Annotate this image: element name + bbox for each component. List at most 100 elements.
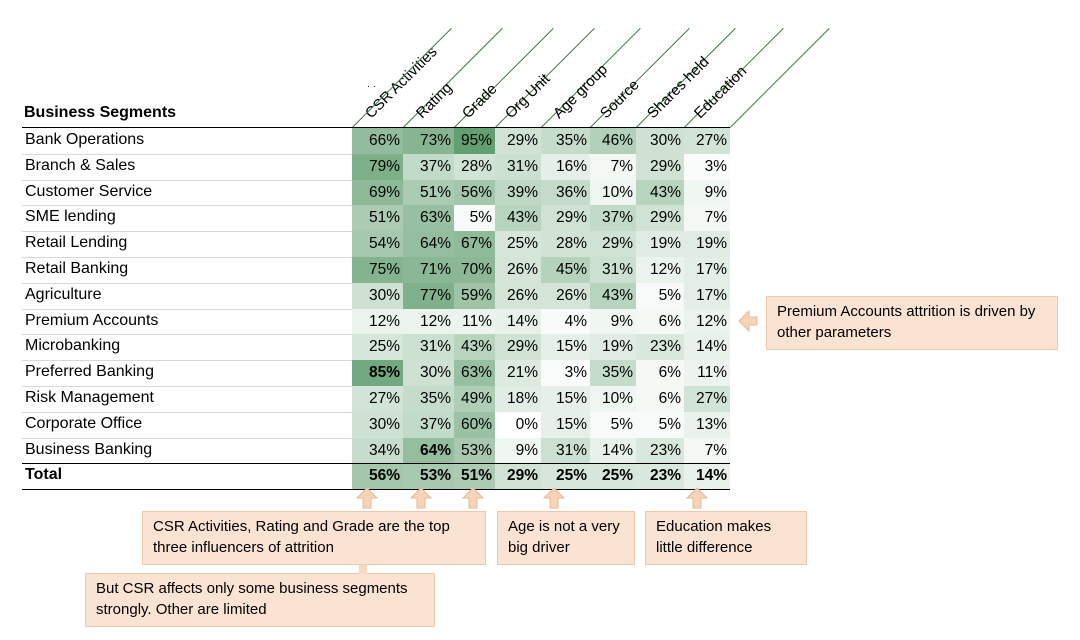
total-cell: 29% — [495, 463, 541, 490]
total-top-rule — [22, 463, 730, 465]
arrow-up-csr-icon — [356, 487, 378, 509]
heatmap-cell: 10% — [590, 179, 636, 206]
heatmap-cell: 27% — [684, 128, 730, 154]
heatmap-cell: 30% — [352, 411, 403, 438]
heatmap-cell: 6% — [636, 360, 684, 386]
row-label: Branch & Sales — [25, 156, 136, 174]
total-cell: 14% — [684, 463, 730, 490]
callout-premium-accounts: Premium Accounts attrition is driven by … — [766, 296, 1058, 350]
table-bottom-rule — [22, 489, 730, 491]
header-rule — [22, 127, 730, 128]
row-header-title: Business Segments — [24, 104, 177, 121]
heatmap-cell: 29% — [636, 205, 684, 232]
heatmap-cell: 51% — [352, 205, 403, 232]
heatmap-cell: 5% — [636, 282, 684, 309]
heatmap-cell: 4% — [541, 308, 590, 335]
heatmap-cell: 14% — [590, 437, 636, 464]
heatmap-cell: 69% — [352, 179, 403, 206]
heatmap-cell: 3% — [684, 153, 730, 180]
heatmap-cell: 30% — [352, 282, 403, 309]
heatmap-cell: 12% — [636, 257, 684, 283]
header-marks: . . — [367, 78, 377, 90]
total-cell: 23% — [636, 463, 684, 490]
heatmap-cell: 73% — [403, 128, 454, 154]
heatmap-cell: 15% — [541, 411, 590, 438]
heatmap-cell: 19% — [684, 231, 730, 257]
heatmap-cell: 5% — [590, 411, 636, 438]
row-separator — [22, 334, 352, 336]
heatmap-cell: 12% — [684, 308, 730, 335]
heatmap-cell: 34% — [352, 437, 403, 464]
heatmap-cell: 67% — [454, 231, 495, 257]
heatmap-cell: 28% — [454, 153, 495, 180]
heatmap-cell: 31% — [590, 257, 636, 283]
heatmap-cell: 14% — [495, 308, 541, 335]
heatmap-cell: 63% — [454, 360, 495, 386]
row-label: Bank Operations — [25, 131, 145, 148]
row-label: Risk Management — [25, 389, 154, 406]
heatmap-cell: 39% — [495, 179, 541, 206]
total-cell: 53% — [403, 463, 454, 490]
heatmap-cell: 12% — [403, 308, 454, 335]
row-separator — [22, 411, 352, 413]
heatmap-cell: 0% — [495, 411, 541, 438]
heatmap-cell: 13% — [684, 411, 730, 438]
callout-age-driver: Age is not a very big driver — [497, 511, 635, 565]
heatmap-cell: 19% — [590, 334, 636, 361]
heatmap-cell: 45% — [541, 257, 590, 283]
heatmap-cell: 31% — [403, 334, 454, 361]
heatmap-cell: 79% — [352, 153, 403, 180]
heatmap-cell: 10% — [590, 386, 636, 412]
row-label: Preferred Banking — [25, 363, 154, 381]
heatmap-cell: 71% — [403, 257, 454, 283]
heatmap-cell: 35% — [590, 360, 636, 386]
heatmap-cell: 64% — [403, 437, 454, 464]
heatmap-cell: 11% — [684, 360, 730, 386]
heatmap-cell: 28% — [541, 231, 590, 257]
heatmap-cell: 9% — [590, 308, 636, 335]
heatmap-cell: 23% — [636, 437, 684, 464]
row-label: Microbanking — [25, 337, 121, 355]
heatmap-cell: 29% — [590, 231, 636, 257]
heatmap-cell: 29% — [495, 128, 541, 154]
heatmap-cell: 31% — [495, 153, 541, 180]
heatmap-cell: 6% — [636, 386, 684, 412]
row-separator — [22, 437, 352, 439]
heatmap-cell: 9% — [684, 179, 730, 206]
heatmap-cell: 11% — [454, 308, 495, 335]
heatmap-cell: 95% — [454, 128, 495, 154]
heatmap-cell: 14% — [684, 334, 730, 361]
heatmap-cell: 36% — [541, 179, 590, 206]
arrow-up-age-icon — [543, 487, 565, 509]
heatmap-cell: 35% — [403, 386, 454, 412]
row-separator — [22, 205, 352, 207]
heatmap-cell: 30% — [403, 360, 454, 386]
heatmap-cell: 75% — [352, 257, 403, 283]
column-header-rating: Rating — [412, 79, 456, 122]
heatmap-cell: 17% — [684, 257, 730, 283]
heatmap-cell: 37% — [590, 205, 636, 232]
row-label: Retail Lending — [25, 234, 128, 252]
row-label: Agriculture — [25, 285, 102, 303]
connector-stem — [359, 565, 367, 574]
heatmap-cell: 43% — [454, 334, 495, 361]
heatmap-cell: 7% — [590, 153, 636, 180]
row-label: Retail Banking — [25, 260, 129, 277]
heatmap-cell: 43% — [636, 179, 684, 206]
heatmap-cell: 25% — [352, 334, 403, 361]
heatmap-cell: 27% — [684, 386, 730, 412]
heatmap-cell: 26% — [495, 257, 541, 283]
row-label: Corporate Office — [25, 414, 143, 432]
heatmap-cell: 7% — [684, 437, 730, 464]
heatmap-cell: 66% — [352, 128, 403, 154]
heatmap-cell: 19% — [636, 231, 684, 257]
heatmap-cell: 30% — [636, 128, 684, 154]
heatmap-cell: 26% — [495, 282, 541, 309]
column-header-org-unit: Org Unit — [501, 70, 554, 122]
heatmap-cell: 7% — [684, 205, 730, 232]
row-label: Customer Service — [25, 182, 153, 200]
heatmap-cell: 59% — [454, 282, 495, 309]
column-header-grade: Grade — [458, 80, 500, 122]
heatmap-cell: 43% — [590, 282, 636, 309]
